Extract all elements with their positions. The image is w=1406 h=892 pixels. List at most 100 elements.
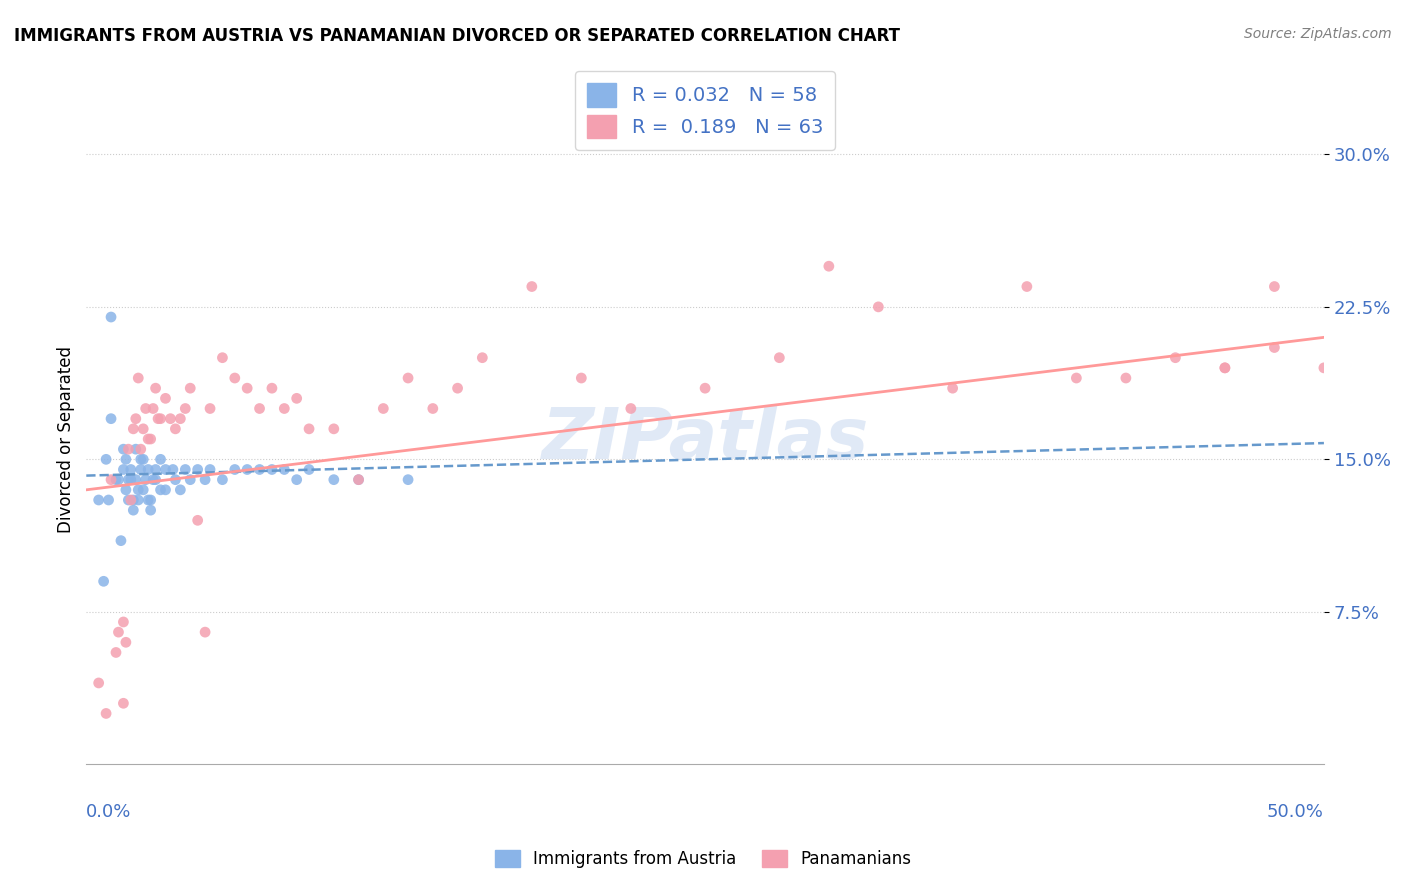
Point — [129, 442, 152, 457]
Point — [115, 635, 138, 649]
Point — [194, 473, 217, 487]
Point — [149, 483, 172, 497]
Point — [110, 533, 132, 548]
Point — [179, 381, 201, 395]
Point — [146, 411, 169, 425]
Point — [273, 401, 295, 416]
Legend: R = 0.032   N = 58, R =  0.189   N = 63: R = 0.032 N = 58, R = 0.189 N = 63 — [575, 71, 835, 150]
Point — [107, 625, 129, 640]
Point — [322, 473, 344, 487]
Point — [1213, 360, 1236, 375]
Point — [1213, 360, 1236, 375]
Point — [768, 351, 790, 365]
Point — [132, 422, 155, 436]
Point — [224, 371, 246, 385]
Point — [422, 401, 444, 416]
Point — [174, 401, 197, 416]
Point — [122, 422, 145, 436]
Point — [273, 462, 295, 476]
Point — [136, 462, 159, 476]
Point — [136, 493, 159, 508]
Point — [115, 452, 138, 467]
Point — [520, 279, 543, 293]
Point — [127, 483, 149, 497]
Legend: Immigrants from Austria, Panamanians: Immigrants from Austria, Panamanians — [488, 843, 918, 875]
Point — [129, 462, 152, 476]
Point — [471, 351, 494, 365]
Point — [620, 401, 643, 416]
Point — [198, 401, 221, 416]
Point — [125, 473, 148, 487]
Point — [373, 401, 395, 416]
Point — [94, 452, 117, 467]
Point — [224, 462, 246, 476]
Point — [249, 401, 271, 416]
Point — [187, 513, 209, 527]
Point — [260, 381, 283, 395]
Point — [104, 645, 127, 659]
Text: ZIPatlas: ZIPatlas — [541, 404, 869, 474]
Point — [159, 411, 181, 425]
Point — [169, 411, 191, 425]
Point — [155, 462, 177, 476]
Point — [1263, 341, 1285, 355]
Point — [260, 462, 283, 476]
Point — [100, 310, 122, 324]
Point — [1164, 351, 1187, 365]
Point — [347, 473, 370, 487]
Point — [142, 473, 165, 487]
Point — [174, 462, 197, 476]
Point — [100, 473, 122, 487]
Point — [112, 442, 135, 457]
Point — [236, 381, 259, 395]
Point — [104, 473, 127, 487]
Point — [1066, 371, 1088, 385]
Point — [120, 493, 142, 508]
Text: 0.0%: 0.0% — [86, 804, 132, 822]
Point — [87, 493, 110, 508]
Point — [136, 432, 159, 446]
Point — [169, 483, 191, 497]
Point — [285, 392, 308, 406]
Point — [868, 300, 890, 314]
Point — [129, 452, 152, 467]
Point — [107, 473, 129, 487]
Point — [211, 351, 233, 365]
Point — [179, 473, 201, 487]
Point — [120, 473, 142, 487]
Point — [135, 473, 157, 487]
Point — [127, 371, 149, 385]
Point — [198, 462, 221, 476]
Point — [322, 422, 344, 436]
Point — [132, 452, 155, 467]
Point — [112, 462, 135, 476]
Point — [298, 462, 321, 476]
Point — [818, 259, 841, 273]
Point — [1015, 279, 1038, 293]
Point — [122, 493, 145, 508]
Point — [127, 493, 149, 508]
Point — [135, 401, 157, 416]
Point — [446, 381, 468, 395]
Point — [112, 615, 135, 629]
Point — [396, 371, 419, 385]
Point — [236, 462, 259, 476]
Point — [569, 371, 592, 385]
Point — [155, 483, 177, 497]
Point — [120, 462, 142, 476]
Point — [396, 473, 419, 487]
Point — [249, 462, 271, 476]
Point — [187, 462, 209, 476]
Point — [94, 706, 117, 721]
Y-axis label: Divorced or Separated: Divorced or Separated — [58, 345, 75, 533]
Point — [165, 422, 187, 436]
Point — [139, 493, 162, 508]
Point — [162, 462, 184, 476]
Point — [165, 473, 187, 487]
Point — [125, 411, 148, 425]
Point — [142, 401, 165, 416]
Point — [145, 462, 167, 476]
Point — [149, 411, 172, 425]
Point — [285, 473, 308, 487]
Point — [100, 411, 122, 425]
